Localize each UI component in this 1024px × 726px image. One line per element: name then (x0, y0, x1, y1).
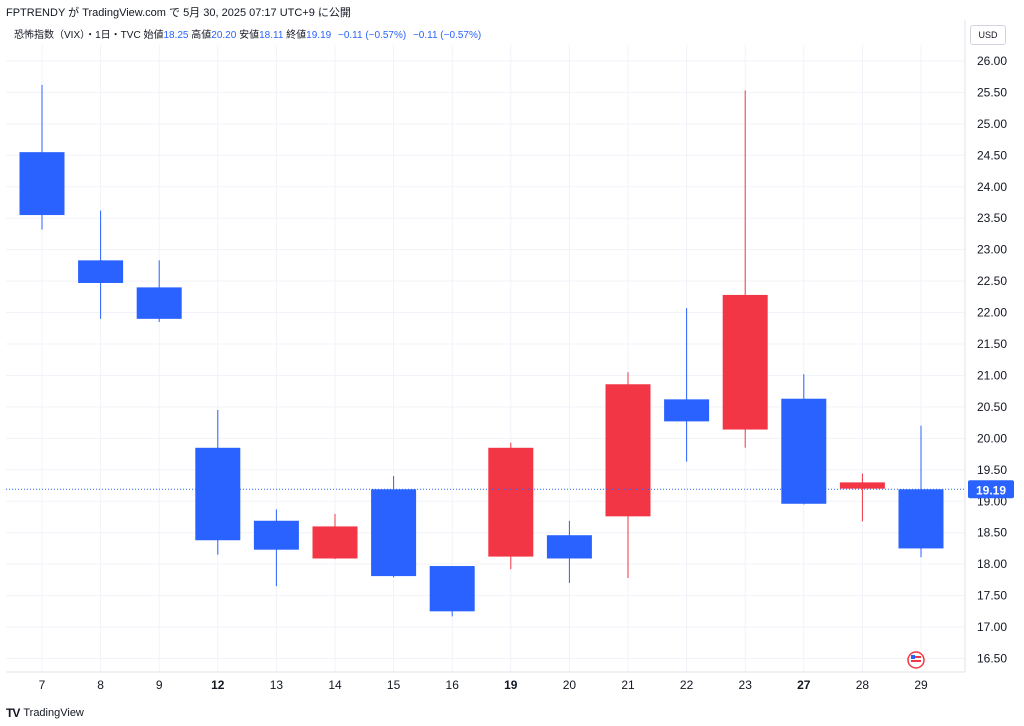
y-tick-label: 24.50 (977, 148, 1007, 162)
brand-label: TradingView (23, 707, 84, 719)
x-tick-label: 23 (739, 678, 753, 692)
tradingview-logo-icon: TV (6, 706, 20, 720)
close-value: 19.19 (306, 30, 332, 41)
us-flag-canton-icon (911, 655, 915, 659)
candle-body[interactable] (781, 398, 827, 504)
currency-button[interactable]: USD (970, 25, 1006, 45)
candle-body[interactable] (429, 566, 475, 612)
x-tick-label: 13 (270, 678, 284, 692)
x-tick-label: 9 (156, 678, 163, 692)
candle-body[interactable] (78, 260, 124, 283)
change-value-2: −0.11 (−0.57%) (412, 30, 482, 41)
high-value: 20.20 (211, 30, 237, 41)
y-tick-label: 20.50 (977, 400, 1007, 414)
candle-body[interactable] (664, 399, 710, 422)
candle-body[interactable] (136, 287, 182, 319)
y-tick-label: 20.00 (977, 431, 1007, 445)
y-tick-label: 23.00 (977, 243, 1007, 257)
candle-body[interactable] (605, 384, 651, 517)
x-tick-label: 29 (914, 678, 928, 692)
y-tick-label: 24.00 (977, 180, 1007, 194)
x-tick-label: 21 (621, 678, 635, 692)
candle-body[interactable] (253, 520, 299, 550)
candle-body[interactable] (312, 526, 358, 559)
x-tick-label: 14 (328, 678, 342, 692)
footer-brand: TV TradingView (6, 706, 84, 720)
y-tick-label: 22.50 (977, 274, 1007, 288)
last-price-badge (968, 480, 1014, 499)
publish-info: FPTRENDY が TradingView.com で 5月 30, 2025… (6, 7, 351, 19)
x-tick-label: 28 (856, 678, 870, 692)
y-tick-label: 21.50 (977, 337, 1007, 351)
y-tick-label: 25.00 (977, 117, 1007, 131)
y-tick-label: 25.50 (977, 85, 1007, 99)
candle-body[interactable] (195, 447, 241, 541)
candle-body[interactable] (898, 489, 944, 549)
y-tick-label: 22.00 (977, 306, 1007, 320)
x-tick-label: 8 (97, 678, 104, 692)
x-tick-label: 22 (680, 678, 694, 692)
candle-body[interactable] (546, 535, 592, 559)
y-tick-label: 26.00 (977, 54, 1007, 68)
y-tick-label: 17.50 (977, 589, 1007, 603)
x-tick-label: 27 (797, 678, 811, 692)
symbol-label[interactable]: 恐怖指数（VIX）・1日・TVC (14, 30, 141, 41)
x-tick-label: 12 (211, 678, 225, 692)
candle-body[interactable] (19, 152, 65, 216)
us-flag-stripe-icon (911, 660, 921, 662)
x-tick-label: 20 (563, 678, 577, 692)
candle-body[interactable] (839, 482, 885, 489)
y-tick-label: 18.00 (977, 557, 1007, 571)
low-value: 18.11 (259, 30, 284, 41)
candle-body[interactable] (371, 489, 417, 577)
y-tick-label: 23.50 (977, 211, 1007, 225)
y-tick-label: 18.50 (977, 526, 1007, 540)
us-flag-stripe-icon (911, 656, 921, 658)
x-tick-label: 16 (446, 678, 460, 692)
chart-legend: 恐怖指数（VIX）・1日・TVC 始値18.25 高値20.20 安値18.11… (14, 26, 481, 41)
y-tick-label: 19.50 (977, 463, 1007, 477)
y-tick-label: 17.00 (977, 620, 1007, 634)
y-tick-label: 21.00 (977, 368, 1007, 382)
x-tick-label: 7 (39, 678, 46, 692)
change-value: −0.11 (−0.57%) (337, 30, 407, 41)
close-label: 終値 (286, 30, 307, 41)
low-label: 安値 (239, 30, 260, 41)
last-price-value: 19.19 (976, 483, 1006, 497)
high-label: 高値 (191, 30, 212, 41)
candle-body[interactable] (488, 447, 534, 557)
open-label: 始値 (143, 30, 164, 41)
open-value: 18.25 (163, 30, 189, 41)
x-tick-label: 19 (504, 678, 518, 692)
x-tick-label: 15 (387, 678, 401, 692)
candle-body[interactable] (722, 294, 768, 430)
y-tick-label: 16.50 (977, 652, 1007, 666)
